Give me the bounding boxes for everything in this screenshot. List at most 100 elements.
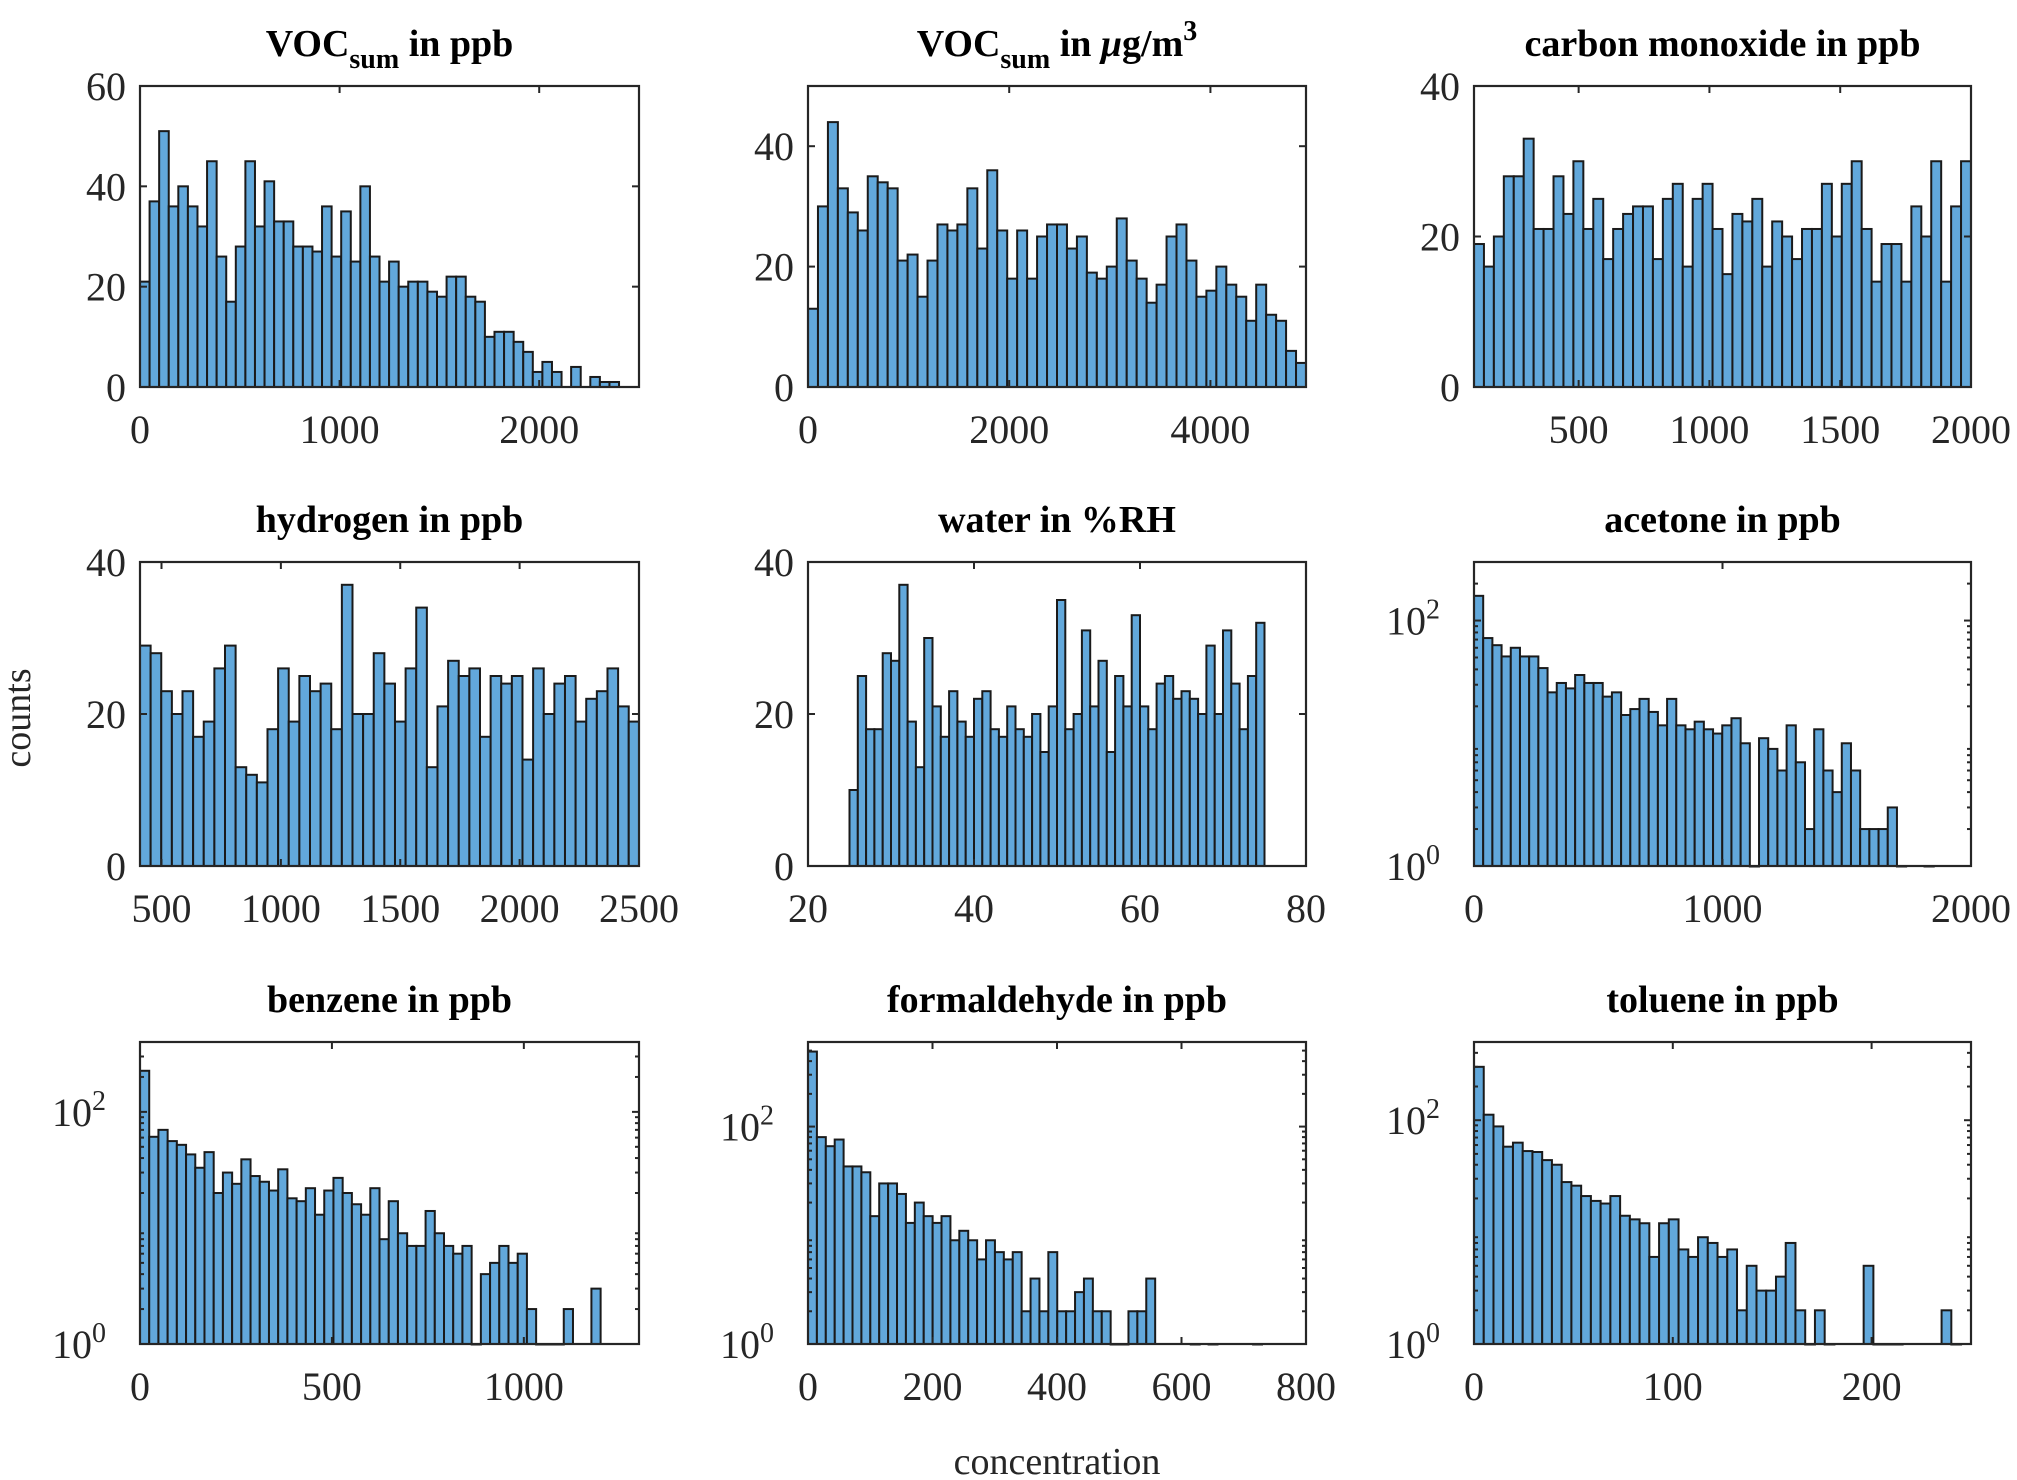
histogram-bar [340, 210, 352, 388]
histogram-bar [1820, 182, 1833, 388]
histogram-bar [881, 652, 893, 868]
histogram-bar [1046, 223, 1059, 388]
histogram-bar [369, 1187, 381, 1346]
histogram-bar [1677, 1248, 1690, 1345]
histogram-bar [1091, 1310, 1103, 1345]
histogram-bar [525, 1308, 538, 1345]
histogram-bar [258, 1180, 270, 1345]
histogram-bar [1127, 1310, 1139, 1345]
histogram-bar [426, 290, 439, 388]
histogram-bar [898, 583, 909, 867]
histogram-bar [824, 1145, 836, 1346]
x-tick-label: 2000 [1931, 886, 2011, 931]
histogram-bar [1801, 227, 1813, 388]
histogram-bar [267, 1189, 280, 1346]
histogram-bar [1550, 1163, 1563, 1346]
panel-title: toluene in ppb [1606, 979, 1838, 1021]
histogram-bar [923, 637, 934, 867]
x-tick-label: 40 [954, 886, 994, 931]
histogram-bar [1205, 289, 1218, 388]
histogram-bar [1100, 1310, 1112, 1345]
histogram-bar [507, 1261, 519, 1345]
histogram-bar [1791, 258, 1804, 389]
histogram-bar [906, 253, 919, 388]
histogram-bar [1716, 1255, 1729, 1345]
histogram-bar [1765, 1289, 1777, 1346]
histogram-bar [922, 1215, 934, 1346]
histogram-bar [1122, 705, 1133, 868]
histogram-bar [976, 247, 989, 388]
histogram-bar [1205, 644, 1216, 867]
histogram-bar [833, 1138, 845, 1345]
histogram-bar [1222, 629, 1233, 868]
histogram-bar [212, 1192, 224, 1345]
histogram-bar [1622, 212, 1635, 388]
histogram-bar [489, 1261, 501, 1345]
histogram-bar [1537, 667, 1549, 867]
histogram-bar [436, 705, 450, 868]
histogram-bar [404, 667, 418, 868]
histogram-bar [1006, 277, 1019, 389]
histogram-bar [590, 1287, 602, 1345]
histogram-bar [1136, 1310, 1148, 1345]
histogram-bar [1482, 265, 1495, 389]
histogram-bar [223, 644, 237, 867]
histogram-bar [1610, 691, 1623, 868]
histogram-bar [1930, 160, 1943, 388]
histogram-panel: 500 1000 1500 2000 0 20 40 carbon monoxide in p… [1420, 23, 2011, 452]
histogram-bar [1940, 280, 1953, 388]
histogram-bar [1075, 235, 1088, 388]
histogram-bar [1570, 1184, 1583, 1346]
histogram-bar [158, 130, 170, 388]
panel-title: VOCsum in ppb [266, 23, 514, 75]
histogram-bar [1542, 227, 1555, 388]
histogram-bar [1702, 728, 1715, 867]
x-tick-label: 0 [1464, 1364, 1484, 1409]
x-tick-label: 2500 [599, 886, 679, 931]
histogram-bar [468, 667, 481, 868]
histogram-bar [890, 659, 901, 867]
y-tick-label: 102 [1386, 1094, 1440, 1143]
histogram-bar [1056, 599, 1067, 867]
histogram-bar [1265, 313, 1278, 389]
histogram-bar [836, 187, 849, 388]
histogram-bar [266, 728, 280, 868]
histogram-bar [1130, 614, 1141, 868]
histogram-bar [1632, 205, 1644, 388]
histogram-bar [425, 766, 439, 868]
histogram-bar [139, 280, 151, 388]
histogram-bar [1197, 713, 1208, 867]
x-tick-label: 20 [788, 886, 828, 931]
histogram-bar [815, 1136, 827, 1346]
y-axis-label: counts [0, 668, 39, 767]
histogram-bar [873, 728, 884, 868]
histogram-bar [362, 713, 375, 867]
histogram-bar [349, 260, 362, 389]
histogram-bar [993, 1251, 1005, 1346]
histogram-bar [383, 682, 396, 867]
histogram-bar [1275, 319, 1288, 388]
histogram-bar [816, 205, 829, 388]
histogram-bar [330, 728, 343, 868]
histogram-panel: 0 100 200 100 102 toluene in ppb [1386, 979, 1973, 1409]
x-tick-label: 2000 [1931, 407, 2011, 452]
histogram-bar [1609, 1195, 1622, 1346]
histogram-bar [916, 295, 929, 389]
histogram-bar [378, 1238, 390, 1345]
histogram-bar [1560, 1181, 1573, 1345]
y-tick-label: 0 [774, 365, 794, 410]
histogram-bar [1029, 1277, 1041, 1346]
histogram-bar [436, 295, 448, 389]
histogram-bar [286, 1197, 298, 1345]
histogram-bar [914, 766, 926, 868]
histogram-bar [157, 1128, 169, 1346]
histogram-bar [1230, 682, 1241, 867]
histogram-bar [1810, 227, 1823, 388]
histogram-bar [1886, 806, 1898, 868]
histogram-bar [1115, 217, 1128, 388]
histogram-bar [1482, 637, 1494, 867]
histogram-bar [985, 1239, 996, 1345]
histogram-bar [148, 200, 161, 388]
histogram-bar [1026, 277, 1039, 389]
